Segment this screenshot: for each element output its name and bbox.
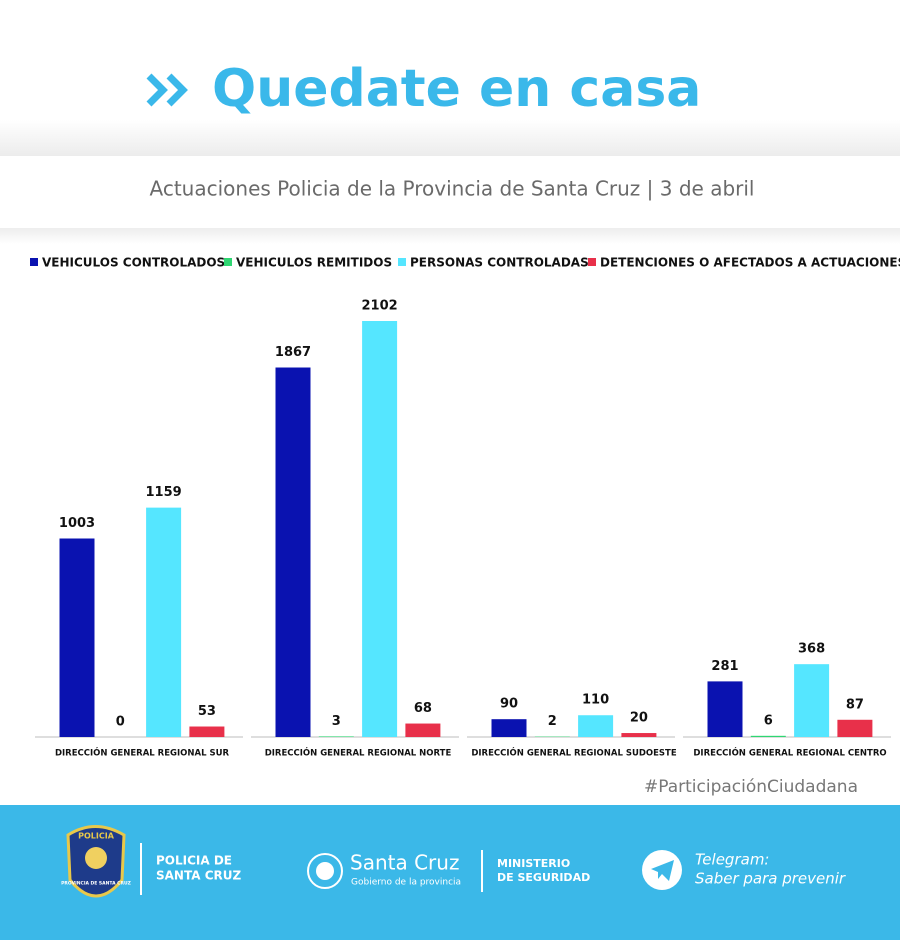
ministry-line1: MINISTERIO	[497, 857, 570, 870]
subtitle: Actuaciones Policia de la Provincia de S…	[150, 177, 755, 201]
bar	[837, 719, 873, 737]
gov-emblem	[307, 853, 343, 889]
bar	[275, 367, 311, 737]
gov-name: Santa Cruz	[350, 851, 459, 875]
ministry-line2: DE SEGURIDAD	[497, 871, 590, 884]
bar	[146, 507, 182, 737]
bar	[189, 726, 225, 737]
bar	[491, 719, 527, 737]
category-label: DIRECCIÓN GENERAL REGIONAL SUR	[55, 747, 230, 759]
value-label: 1159	[146, 485, 182, 500]
hashtag: #ParticipaciónCiudadana	[644, 777, 858, 797]
legend-swatch	[588, 258, 596, 266]
bar	[318, 736, 354, 737]
legend-label: VEHICULOS REMITIDOS	[236, 256, 392, 270]
title: Quedate en casa	[212, 59, 701, 119]
bar	[794, 664, 830, 737]
telegram-plane	[651, 860, 674, 881]
value-label: 281	[711, 659, 738, 674]
legend-label: DETENCIONES O AFECTADOS A ACTUACIONES	[600, 256, 900, 270]
value-label: 20	[630, 711, 648, 726]
gov-sub: Gobierno de la provincia	[351, 878, 461, 888]
legend-label: PERSONAS CONTROLADAS	[410, 256, 589, 270]
badge-bottom: PROVINCIA DE SANTA CRUZ	[61, 881, 131, 887]
gov-emblem-center	[316, 862, 334, 880]
value-label: 87	[846, 697, 864, 712]
value-label: 368	[798, 642, 825, 657]
bar	[362, 321, 398, 737]
police-line2: SANTA CRUZ	[156, 869, 241, 883]
value-label: 68	[414, 701, 432, 716]
bar	[621, 733, 657, 737]
legend-swatch	[30, 258, 38, 266]
value-label: 1003	[59, 516, 95, 531]
chevrons	[146, 73, 188, 107]
telegram-line1: Telegram:	[695, 851, 769, 869]
category-label: DIRECCIÓN GENERAL REGIONAL SUDOESTE	[471, 747, 677, 759]
value-label: 0	[116, 715, 125, 730]
legend-swatch	[398, 258, 406, 266]
badge-sun	[85, 847, 107, 869]
bar	[750, 735, 786, 737]
value-label: 3	[332, 714, 341, 729]
value-label: 53	[198, 704, 216, 719]
legend-swatch	[224, 258, 232, 266]
bar	[578, 715, 614, 737]
footer-band	[0, 805, 900, 940]
legend-label: VEHICULOS CONTROLADOS	[42, 256, 225, 270]
telegram-line2: Saber para prevenir	[695, 870, 846, 888]
category-label: DIRECCIÓN GENERAL REGIONAL CENTRO	[693, 747, 886, 759]
bar	[707, 681, 743, 737]
subtitle-shade	[0, 228, 900, 244]
bar	[405, 723, 441, 737]
category-label: DIRECCIÓN GENERAL REGIONAL NORTE	[265, 747, 452, 759]
value-label: 90	[500, 697, 518, 712]
badge-top: POLICIA	[78, 832, 115, 841]
value-label: 6	[764, 713, 773, 728]
value-label: 110	[582, 693, 609, 708]
police-line1: POLICIA DE	[156, 854, 232, 868]
value-label: 2	[548, 714, 557, 729]
chart: VEHICULOS CONTROLADOS VEHICULOS REMITIDOS…	[30, 256, 900, 759]
bar	[59, 538, 95, 737]
header-shade	[0, 120, 900, 156]
value-label: 1867	[275, 345, 311, 360]
footer: POLICIA PROVINCIA DE SANTA CRUZ POLICIA …	[0, 805, 900, 940]
value-label: 2102	[362, 299, 398, 314]
